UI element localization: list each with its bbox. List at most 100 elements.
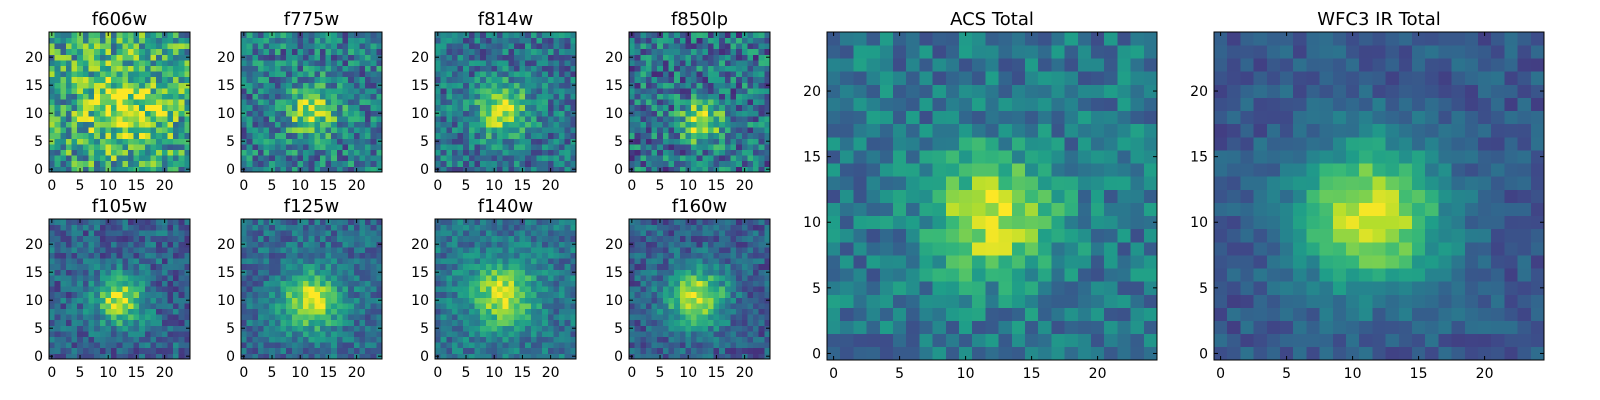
heatmap-cell xyxy=(49,280,55,287)
heatmap-cell xyxy=(468,60,475,66)
heatmap-cell xyxy=(94,247,101,253)
heatmap-cell xyxy=(474,269,481,276)
heatmap-cell xyxy=(331,247,338,253)
heatmap-cell xyxy=(65,314,72,321)
heatmap-cell xyxy=(127,308,134,315)
heatmap-cell xyxy=(286,121,293,128)
heatmap-cell xyxy=(139,155,146,162)
heatmap-cell xyxy=(122,88,129,94)
heatmap-cell xyxy=(274,224,281,231)
heatmap-cell xyxy=(257,275,264,281)
heatmap-cell xyxy=(263,275,270,281)
heatmap-cell xyxy=(376,88,383,94)
heatmap-cell xyxy=(246,241,253,248)
heatmap-cell xyxy=(730,65,737,72)
heatmap-cell xyxy=(525,303,532,309)
heatmap-cell xyxy=(269,71,276,78)
heatmap-cell xyxy=(167,76,174,83)
heatmap-cell xyxy=(547,71,554,78)
heatmap-cell xyxy=(691,303,698,309)
heatmap-cell xyxy=(502,319,509,326)
heatmap-cell xyxy=(274,331,281,337)
heatmap-cell xyxy=(178,247,185,253)
heatmap-cell xyxy=(753,110,760,117)
heatmap-cell xyxy=(370,291,377,298)
heatmap-cell xyxy=(314,166,321,173)
heatmap-cell xyxy=(685,297,692,304)
heatmap-cell xyxy=(629,71,635,78)
heatmap-cell xyxy=(319,116,326,122)
heatmap-cell xyxy=(280,132,287,139)
heatmap-cell xyxy=(150,241,157,248)
heatmap-cell xyxy=(348,138,355,145)
heatmap-cell xyxy=(457,342,464,349)
heatmap-cell xyxy=(730,331,737,337)
heatmap-cell xyxy=(257,116,264,122)
heatmap-cell xyxy=(446,297,453,304)
heatmap-cell xyxy=(122,37,129,44)
heatmap-cell xyxy=(719,303,726,309)
heatmap-cell xyxy=(144,303,151,309)
heatmap-cell xyxy=(286,308,293,315)
heatmap-cell xyxy=(111,132,118,139)
heatmap-cell xyxy=(94,230,101,237)
heatmap-cell xyxy=(257,76,264,83)
heatmap-cell xyxy=(446,54,453,61)
heatmap-cell xyxy=(365,241,372,248)
heatmap-cell xyxy=(173,347,180,354)
heatmap-cell xyxy=(474,48,481,55)
heatmap-cell xyxy=(497,37,504,44)
heatmap-cell xyxy=(308,99,315,106)
heatmap-cell xyxy=(440,303,447,309)
heatmap-cell xyxy=(252,155,259,162)
heatmap-cell xyxy=(94,319,101,326)
heatmap-cell xyxy=(173,331,180,337)
heatmap-cell xyxy=(685,43,692,50)
heatmap-cell xyxy=(65,241,72,248)
heatmap-cell xyxy=(559,155,566,162)
heatmap-cell xyxy=(331,60,338,66)
heatmap-cell xyxy=(553,314,560,321)
heatmap-cell xyxy=(508,336,515,343)
heatmap-cell xyxy=(257,230,264,237)
heatmap-cell xyxy=(161,132,168,139)
heatmap-cell xyxy=(82,275,89,281)
heatmap-cell xyxy=(167,230,174,237)
heatmap-cell xyxy=(747,37,754,44)
heatmap-cell xyxy=(303,331,310,337)
heatmap-cell xyxy=(99,116,106,122)
heatmap-cell xyxy=(94,155,101,162)
heatmap-cell xyxy=(485,252,492,259)
heatmap-cell xyxy=(468,308,475,315)
heatmap-cell xyxy=(525,82,532,89)
heatmap-cell xyxy=(178,297,185,304)
heatmap-cell xyxy=(263,155,270,162)
heatmap-cell xyxy=(753,149,760,156)
heatmap-cell xyxy=(657,138,664,145)
heatmap-cell xyxy=(753,104,760,111)
heatmap-cell xyxy=(457,110,464,117)
heatmap-cell xyxy=(485,71,492,78)
heatmap-cell xyxy=(435,252,441,259)
heatmap-cell xyxy=(348,314,355,321)
heatmap-cell xyxy=(82,144,89,150)
heatmap-cell xyxy=(463,314,470,321)
heatmap-cell xyxy=(691,342,698,349)
heatmap-cell xyxy=(336,308,343,315)
heatmap-cell xyxy=(252,275,259,281)
heatmap-cell xyxy=(111,342,118,349)
heatmap-cell xyxy=(257,65,264,72)
heatmap-cell xyxy=(241,160,247,167)
heatmap-cell xyxy=(325,71,332,78)
heatmap-cell xyxy=(269,286,276,293)
heatmap-cell xyxy=(319,224,326,231)
heatmap-cell xyxy=(353,48,360,55)
heatmap-cell xyxy=(491,144,498,150)
heatmap-cell xyxy=(342,110,349,117)
heatmap-cell xyxy=(303,144,310,150)
heatmap-cell xyxy=(65,48,72,55)
heatmap-cell xyxy=(286,303,293,309)
heatmap-cell xyxy=(331,121,338,128)
x-tick-label: 20 xyxy=(348,178,366,194)
